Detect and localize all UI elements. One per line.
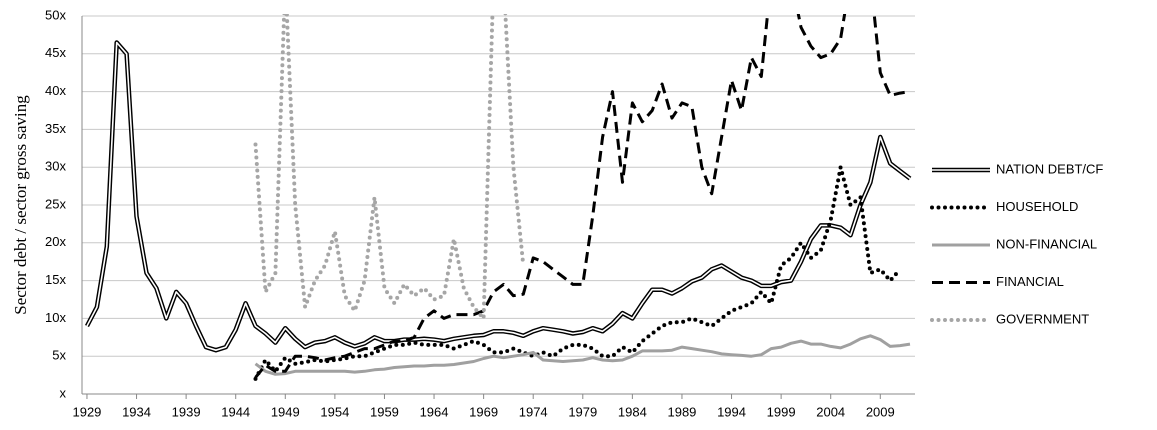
series [254,334,911,376]
series-line [254,334,911,376]
legend-entry: NON-FINANCIAL [932,236,1097,251]
legend-entry: NATION DEBT/CF [932,161,1103,176]
legend-label: FINANCIAL [996,274,1064,289]
x-tick-label: 1959 [370,404,399,419]
y-axis-label: Sector debt / sector gross saving [11,95,30,315]
series-line [85,40,912,353]
legend-label: GOVERNMENT [996,311,1089,326]
x-tick-label: 2009 [866,404,895,419]
series-line [253,165,903,381]
y-tick-label: 35x [45,121,66,136]
legend-entry: GOVERNMENT [930,311,1089,326]
x-tick-label: 1994 [717,404,746,419]
x-tick-label: 1954 [320,404,349,419]
x-tick-label: 1939 [172,404,201,419]
legend-entry: FINANCIAL [932,274,1064,289]
series [253,165,903,381]
y-tick-label: 45x [45,45,66,60]
x-tick-label: 1984 [618,404,647,419]
x-tick-label: 1934 [122,404,151,419]
legend-label: HOUSEHOLD [996,199,1078,214]
x-tick-label: 2004 [816,404,845,419]
series [85,40,912,353]
legend-entry: HOUSEHOLD [930,199,1078,214]
x-tick-label: 1964 [420,404,449,419]
y-tick-label: 20x [45,234,66,249]
x-tick-label: 1944 [221,404,250,419]
y-tick-label: 50x [45,7,66,22]
x-tick-label: 1999 [767,404,796,419]
legend-label: NON-FINANCIAL [996,236,1097,251]
series [253,14,526,321]
y-tick-label: 25x [45,196,66,211]
series-line [253,14,526,321]
x-tick-label: 1989 [667,404,696,419]
y-tick-label: x [60,385,67,400]
x-tick-label: 1929 [72,404,101,419]
x-tick-label: 1979 [568,404,597,419]
y-tick-label: 10x [45,310,66,325]
x-tick-label: 1949 [271,404,300,419]
series-line-inner [86,41,911,351]
series-line [254,14,911,379]
x-tick-label: 1974 [519,404,548,419]
y-tick-label: 15x [45,272,66,287]
legend-label: NATION DEBT/CF [996,161,1103,176]
x-tick-label: 1969 [469,404,498,419]
y-tick-label: 5x [52,348,66,363]
series [254,14,911,379]
plot-area [85,14,912,381]
y-tick-label: 30x [45,159,66,174]
y-tick-label: 40x [45,83,66,98]
